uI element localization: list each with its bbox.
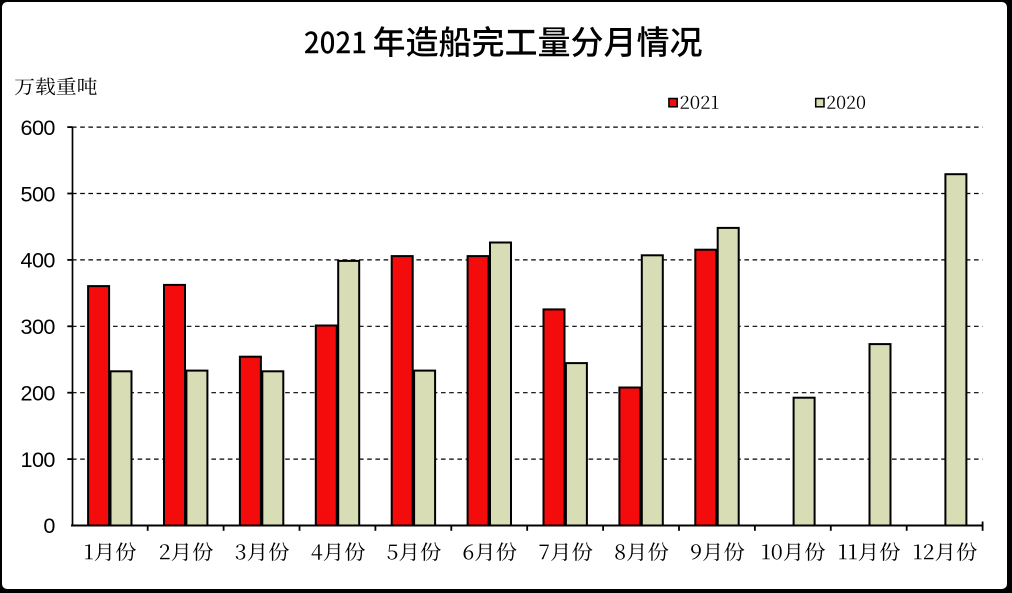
svg-text:100: 100 <box>21 447 56 472</box>
svg-text:500: 500 <box>21 181 56 206</box>
svg-text:200: 200 <box>21 381 56 406</box>
svg-text:300: 300 <box>21 314 56 339</box>
svg-text:600: 600 <box>21 115 56 140</box>
svg-text:0: 0 <box>43 513 55 538</box>
svg-text:400: 400 <box>21 248 56 273</box>
